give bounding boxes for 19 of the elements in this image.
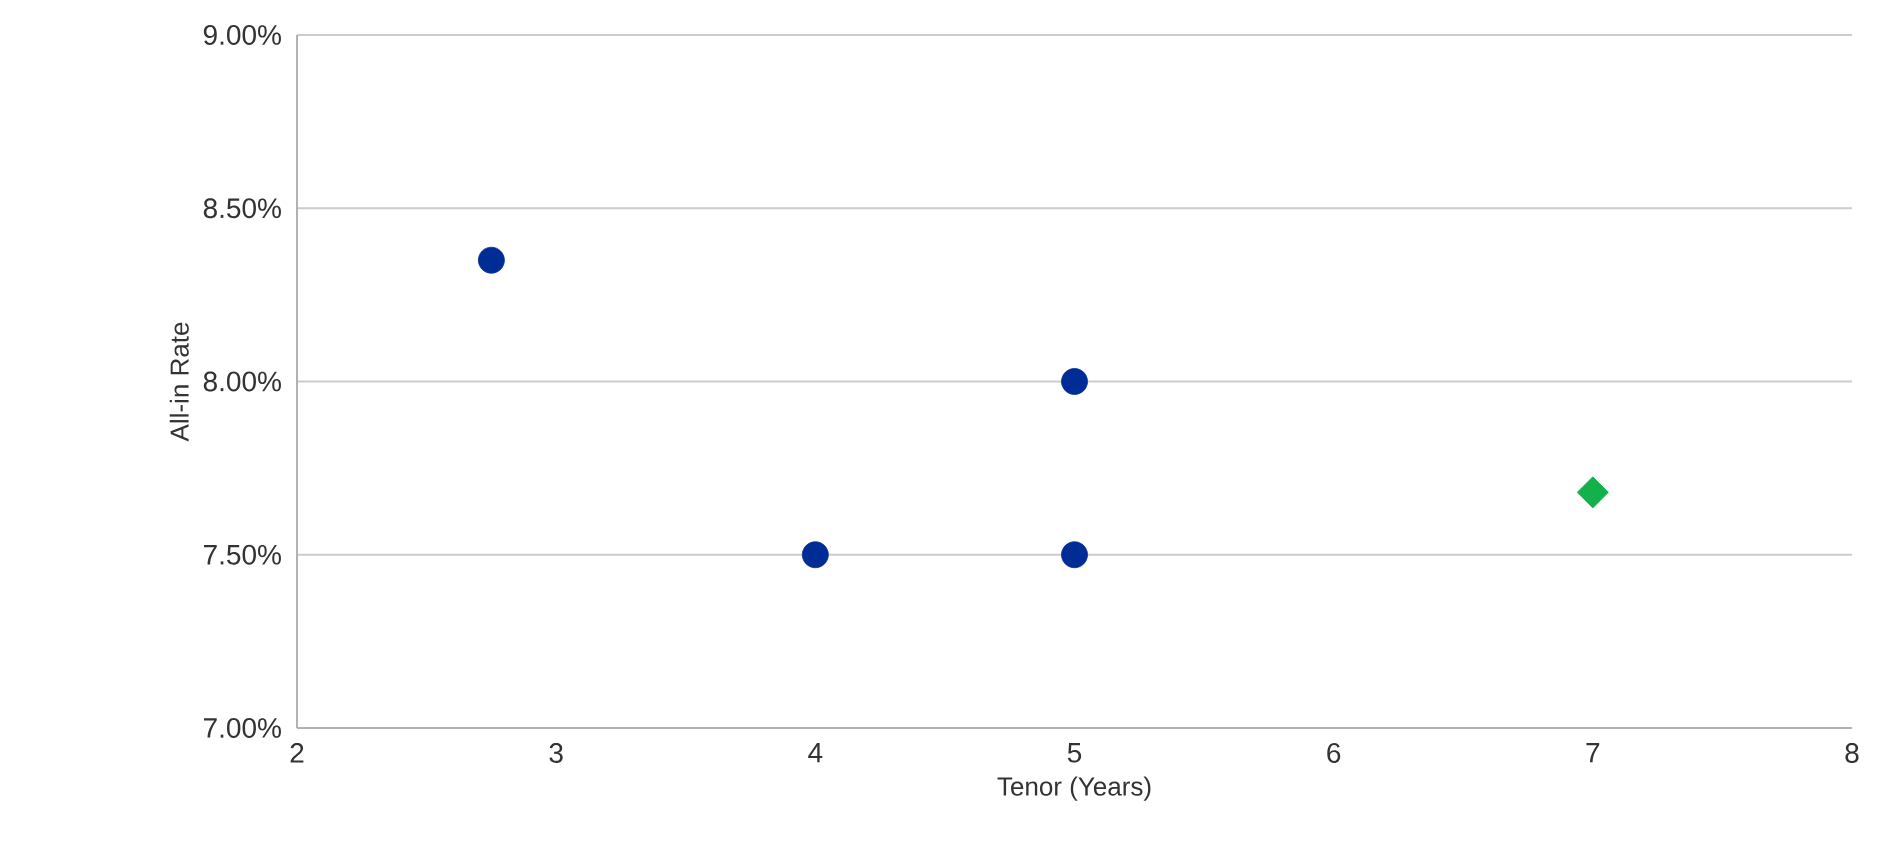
point xyxy=(1061,541,1088,569)
point xyxy=(1061,368,1088,395)
point xyxy=(1576,476,1609,509)
y-tick-label: 8.00% xyxy=(203,371,281,392)
y-tick-label: 9.00% xyxy=(203,25,281,45)
x-tick-label: 7 xyxy=(1586,743,1600,763)
x-tick-label: 8 xyxy=(1845,743,1859,763)
x-tick-label: 5 xyxy=(1067,743,1082,763)
point xyxy=(477,246,505,274)
y-tick-label: 7.00% xyxy=(204,718,281,738)
x-axis-title: Tenor (Years) xyxy=(997,776,1151,801)
x-tick-label: 4 xyxy=(808,743,823,763)
point xyxy=(801,541,829,569)
y-axis-title: All-in Rate xyxy=(169,322,189,442)
x-tick-label: 6 xyxy=(1327,743,1341,763)
x-tick-label: 2 xyxy=(290,743,304,763)
y-tick-label: 8.50% xyxy=(203,198,281,219)
x-tick-label: 3 xyxy=(549,743,563,763)
y-tick-label: 7.50% xyxy=(204,544,281,565)
